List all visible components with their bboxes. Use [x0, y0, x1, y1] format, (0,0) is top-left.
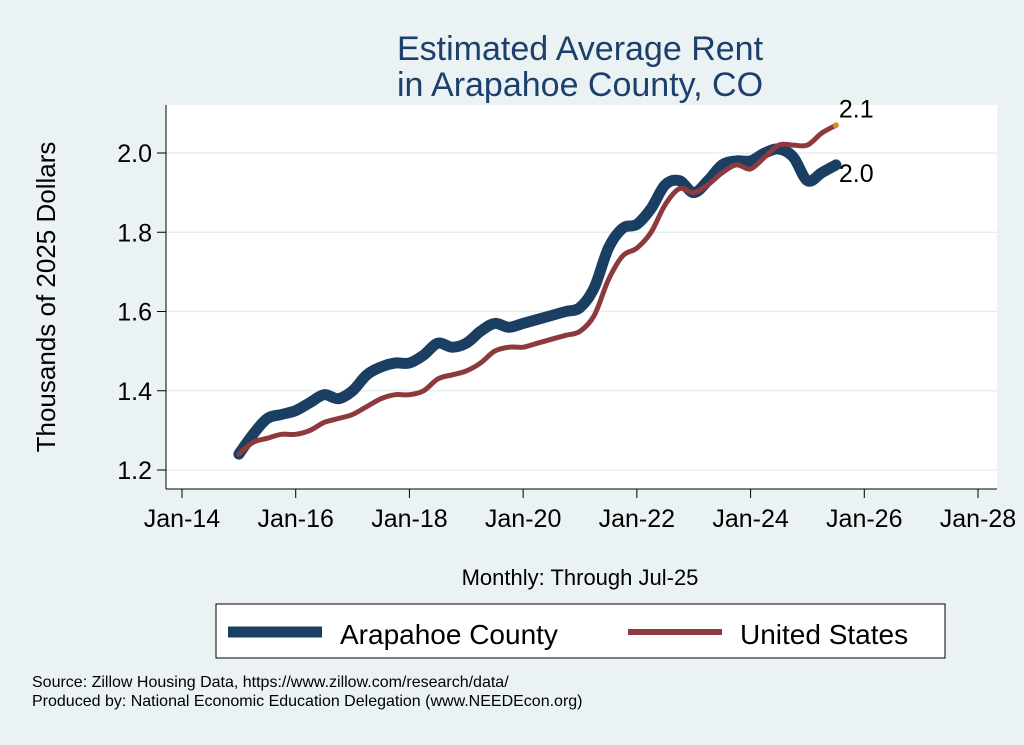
y-tick-label: 1.8	[117, 219, 152, 247]
end-labels: 2.1 2.0	[832, 95, 874, 188]
x-tick-label: Jan-16	[257, 505, 333, 533]
y-tick-label: 1.6	[117, 299, 152, 327]
x-tick-label: Jan-24	[712, 505, 789, 533]
y-tick-label: 1.2	[117, 457, 152, 485]
x-tick-label: Jan-20	[485, 505, 561, 533]
x-tick-label: Jan-22	[599, 505, 675, 533]
chart-source-notes: Source: Zillow Housing Data, https://www…	[32, 673, 583, 711]
series-lines	[233, 122, 842, 460]
legend-label-arapahoe: Arapahoe County	[340, 619, 558, 650]
axes: 1.2 1.4 1.6 1.8 2.0 Jan-14 Jan-16 Jan-18 Jan-20 J…	[117, 105, 1016, 533]
legend-label-us: United States	[740, 619, 908, 650]
y-tick-label: 2.0	[117, 140, 152, 168]
us-end-label: 2.1	[839, 95, 874, 123]
series-line-arapahoe-county	[233, 143, 842, 460]
x-tick-label: Jan-14	[144, 505, 221, 533]
producer-line: Produced by: National Economic Education…	[32, 693, 583, 710]
legend: Arapahoe County United States	[215, 603, 946, 659]
x-tick-label: Jan-18	[371, 505, 447, 533]
plot-area	[166, 105, 997, 489]
chart-title-line-2: in Arapahoe County, CO	[397, 66, 763, 104]
legend-box	[215, 603, 946, 659]
source-line: Source: Zillow Housing Data, https://www…	[32, 674, 509, 691]
us-end-marker	[832, 122, 839, 129]
x-tick-label: Jan-28	[940, 505, 1016, 533]
x-axis-label: Monthly: Through Jul-25	[462, 565, 699, 590]
x-tick-label: Jan-26	[826, 505, 902, 533]
y-axis-label: Thousands of 2025 Dollars	[31, 142, 61, 453]
arapahoe-end-label: 2.0	[839, 160, 874, 188]
chart-title-line-1: Estimated Average Rent	[397, 30, 764, 68]
series-line-united-states	[236, 122, 839, 457]
y-tick-label: 1.4	[117, 378, 152, 406]
